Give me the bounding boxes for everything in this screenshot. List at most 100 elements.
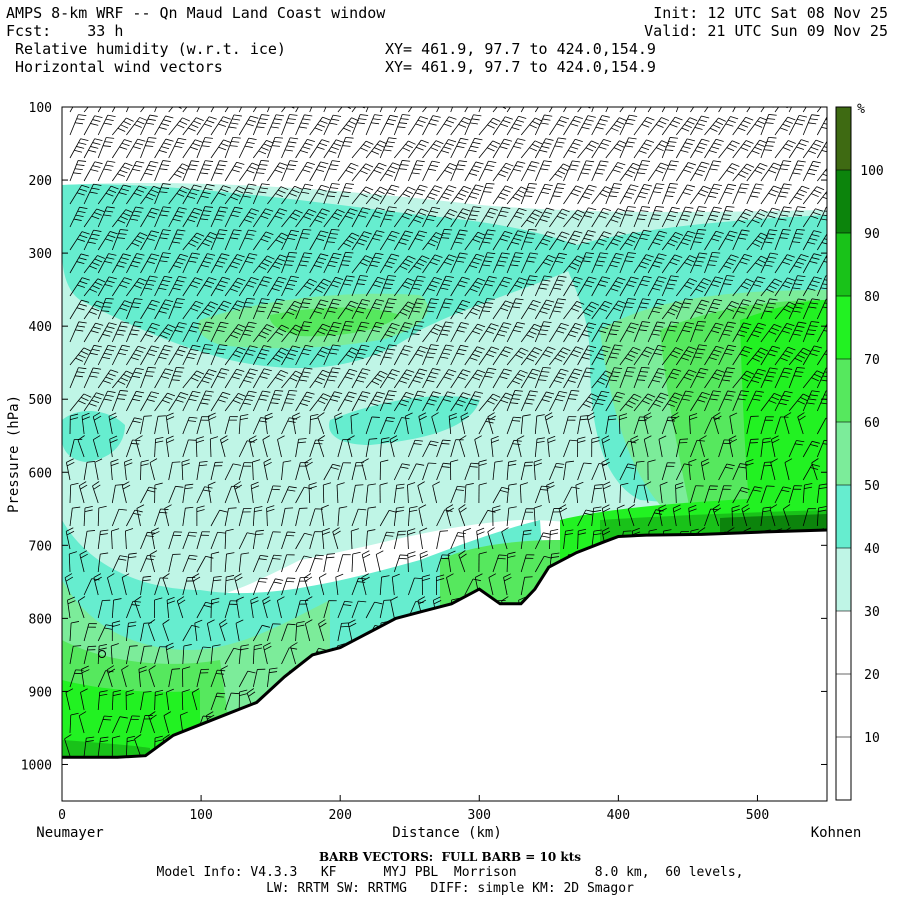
wind-barb — [605, 231, 626, 251]
wind-barb — [111, 528, 120, 550]
wind-barb — [351, 114, 369, 136]
wind-barb — [281, 275, 299, 297]
wind-barb — [492, 554, 507, 573]
wind-barb — [633, 229, 652, 251]
wind-barb — [224, 277, 246, 297]
wind-barb — [121, 481, 131, 504]
wind-barb — [393, 530, 407, 550]
wind-barb — [802, 508, 817, 527]
wind-barb — [690, 138, 710, 159]
wind-barb — [163, 711, 172, 734]
wind-barb — [337, 183, 354, 205]
wind-barb — [93, 573, 102, 596]
wind-barb — [760, 298, 778, 320]
wind-barb — [140, 391, 160, 412]
wind-barb — [351, 600, 367, 619]
wind-barb — [760, 185, 782, 205]
wind-barb — [292, 412, 301, 435]
wind-barb — [464, 346, 485, 366]
wind-barb — [83, 229, 102, 251]
wind-barb — [361, 550, 371, 573]
wind-barb — [351, 299, 371, 320]
wind-barb — [83, 115, 103, 136]
wind-barb — [309, 369, 331, 389]
wind-barb — [393, 369, 415, 389]
wind-barb — [450, 107, 459, 113]
wind-barb — [126, 107, 136, 113]
wind-barb — [746, 116, 768, 136]
wind-barb — [577, 322, 597, 343]
wind-barb — [404, 412, 413, 435]
wind-barb — [379, 253, 400, 274]
wind-barb — [281, 107, 296, 113]
wind-barb — [281, 251, 298, 274]
wind-barb — [79, 550, 88, 573]
wind-barb — [478, 207, 499, 228]
wind-barb — [252, 324, 275, 343]
wind-barb — [506, 483, 517, 504]
rh-region-40-50 — [62, 410, 125, 462]
wind-barb — [140, 645, 153, 665]
wind-barb — [317, 435, 326, 458]
wind-barb — [549, 390, 568, 412]
wind-barb — [351, 321, 370, 343]
wind-barb — [323, 321, 342, 343]
wind-barb — [281, 160, 298, 182]
wind-barb — [336, 482, 345, 504]
wind-barb — [774, 486, 791, 504]
wind-barb — [210, 692, 226, 711]
wind-barb — [534, 321, 552, 343]
wind-barb — [210, 253, 230, 274]
wind-barb — [690, 229, 707, 251]
wind-barb — [281, 623, 296, 642]
wind-barb — [487, 527, 495, 550]
wind-barb — [746, 368, 766, 389]
wind-barb — [97, 185, 119, 205]
wind-barb — [351, 344, 370, 366]
wind-barb — [436, 462, 452, 481]
wind-barb — [111, 107, 124, 113]
wind-barb — [591, 345, 611, 366]
wind-barb — [111, 229, 129, 251]
wind-barb — [168, 186, 190, 205]
wind-barb — [337, 321, 354, 343]
wind-barb — [760, 416, 774, 435]
wind-barb — [140, 114, 158, 136]
wind-barb — [718, 275, 735, 297]
colorbar-swatch — [836, 548, 851, 611]
wind-barb — [605, 415, 617, 435]
wind-barb — [436, 116, 457, 136]
wind-barb — [647, 162, 669, 182]
wind-barb — [464, 578, 481, 596]
wind-barb — [309, 116, 331, 136]
wind-barb — [520, 390, 538, 412]
wind-barb — [788, 321, 807, 343]
wind-barb — [168, 366, 185, 389]
wind-barb — [422, 462, 437, 481]
wind-barb — [196, 460, 208, 481]
wind-barb — [365, 276, 386, 297]
wind-barb — [436, 369, 457, 389]
wind-barb — [337, 117, 360, 136]
wind-barb — [675, 482, 684, 504]
wind-barb — [647, 230, 668, 251]
wind-barb — [267, 324, 289, 343]
wind-barb — [140, 160, 159, 182]
wind-barb — [64, 734, 72, 757]
wind-barb — [661, 254, 683, 274]
wind-barb — [154, 577, 169, 596]
wind-barb — [323, 114, 342, 136]
wind-barb — [436, 344, 454, 366]
wind-barb — [563, 390, 580, 412]
wind-barb — [746, 255, 769, 274]
wind-barb — [450, 344, 469, 366]
wind-barb — [492, 138, 513, 159]
wind-barb — [168, 298, 185, 320]
wind-barb — [250, 481, 260, 504]
wind-barb — [760, 229, 778, 251]
wind-barb — [760, 323, 782, 343]
wind-barb — [252, 298, 270, 320]
wind-barb — [309, 323, 331, 343]
colorbar-unit: % — [857, 102, 865, 117]
wind-barb — [379, 416, 395, 435]
